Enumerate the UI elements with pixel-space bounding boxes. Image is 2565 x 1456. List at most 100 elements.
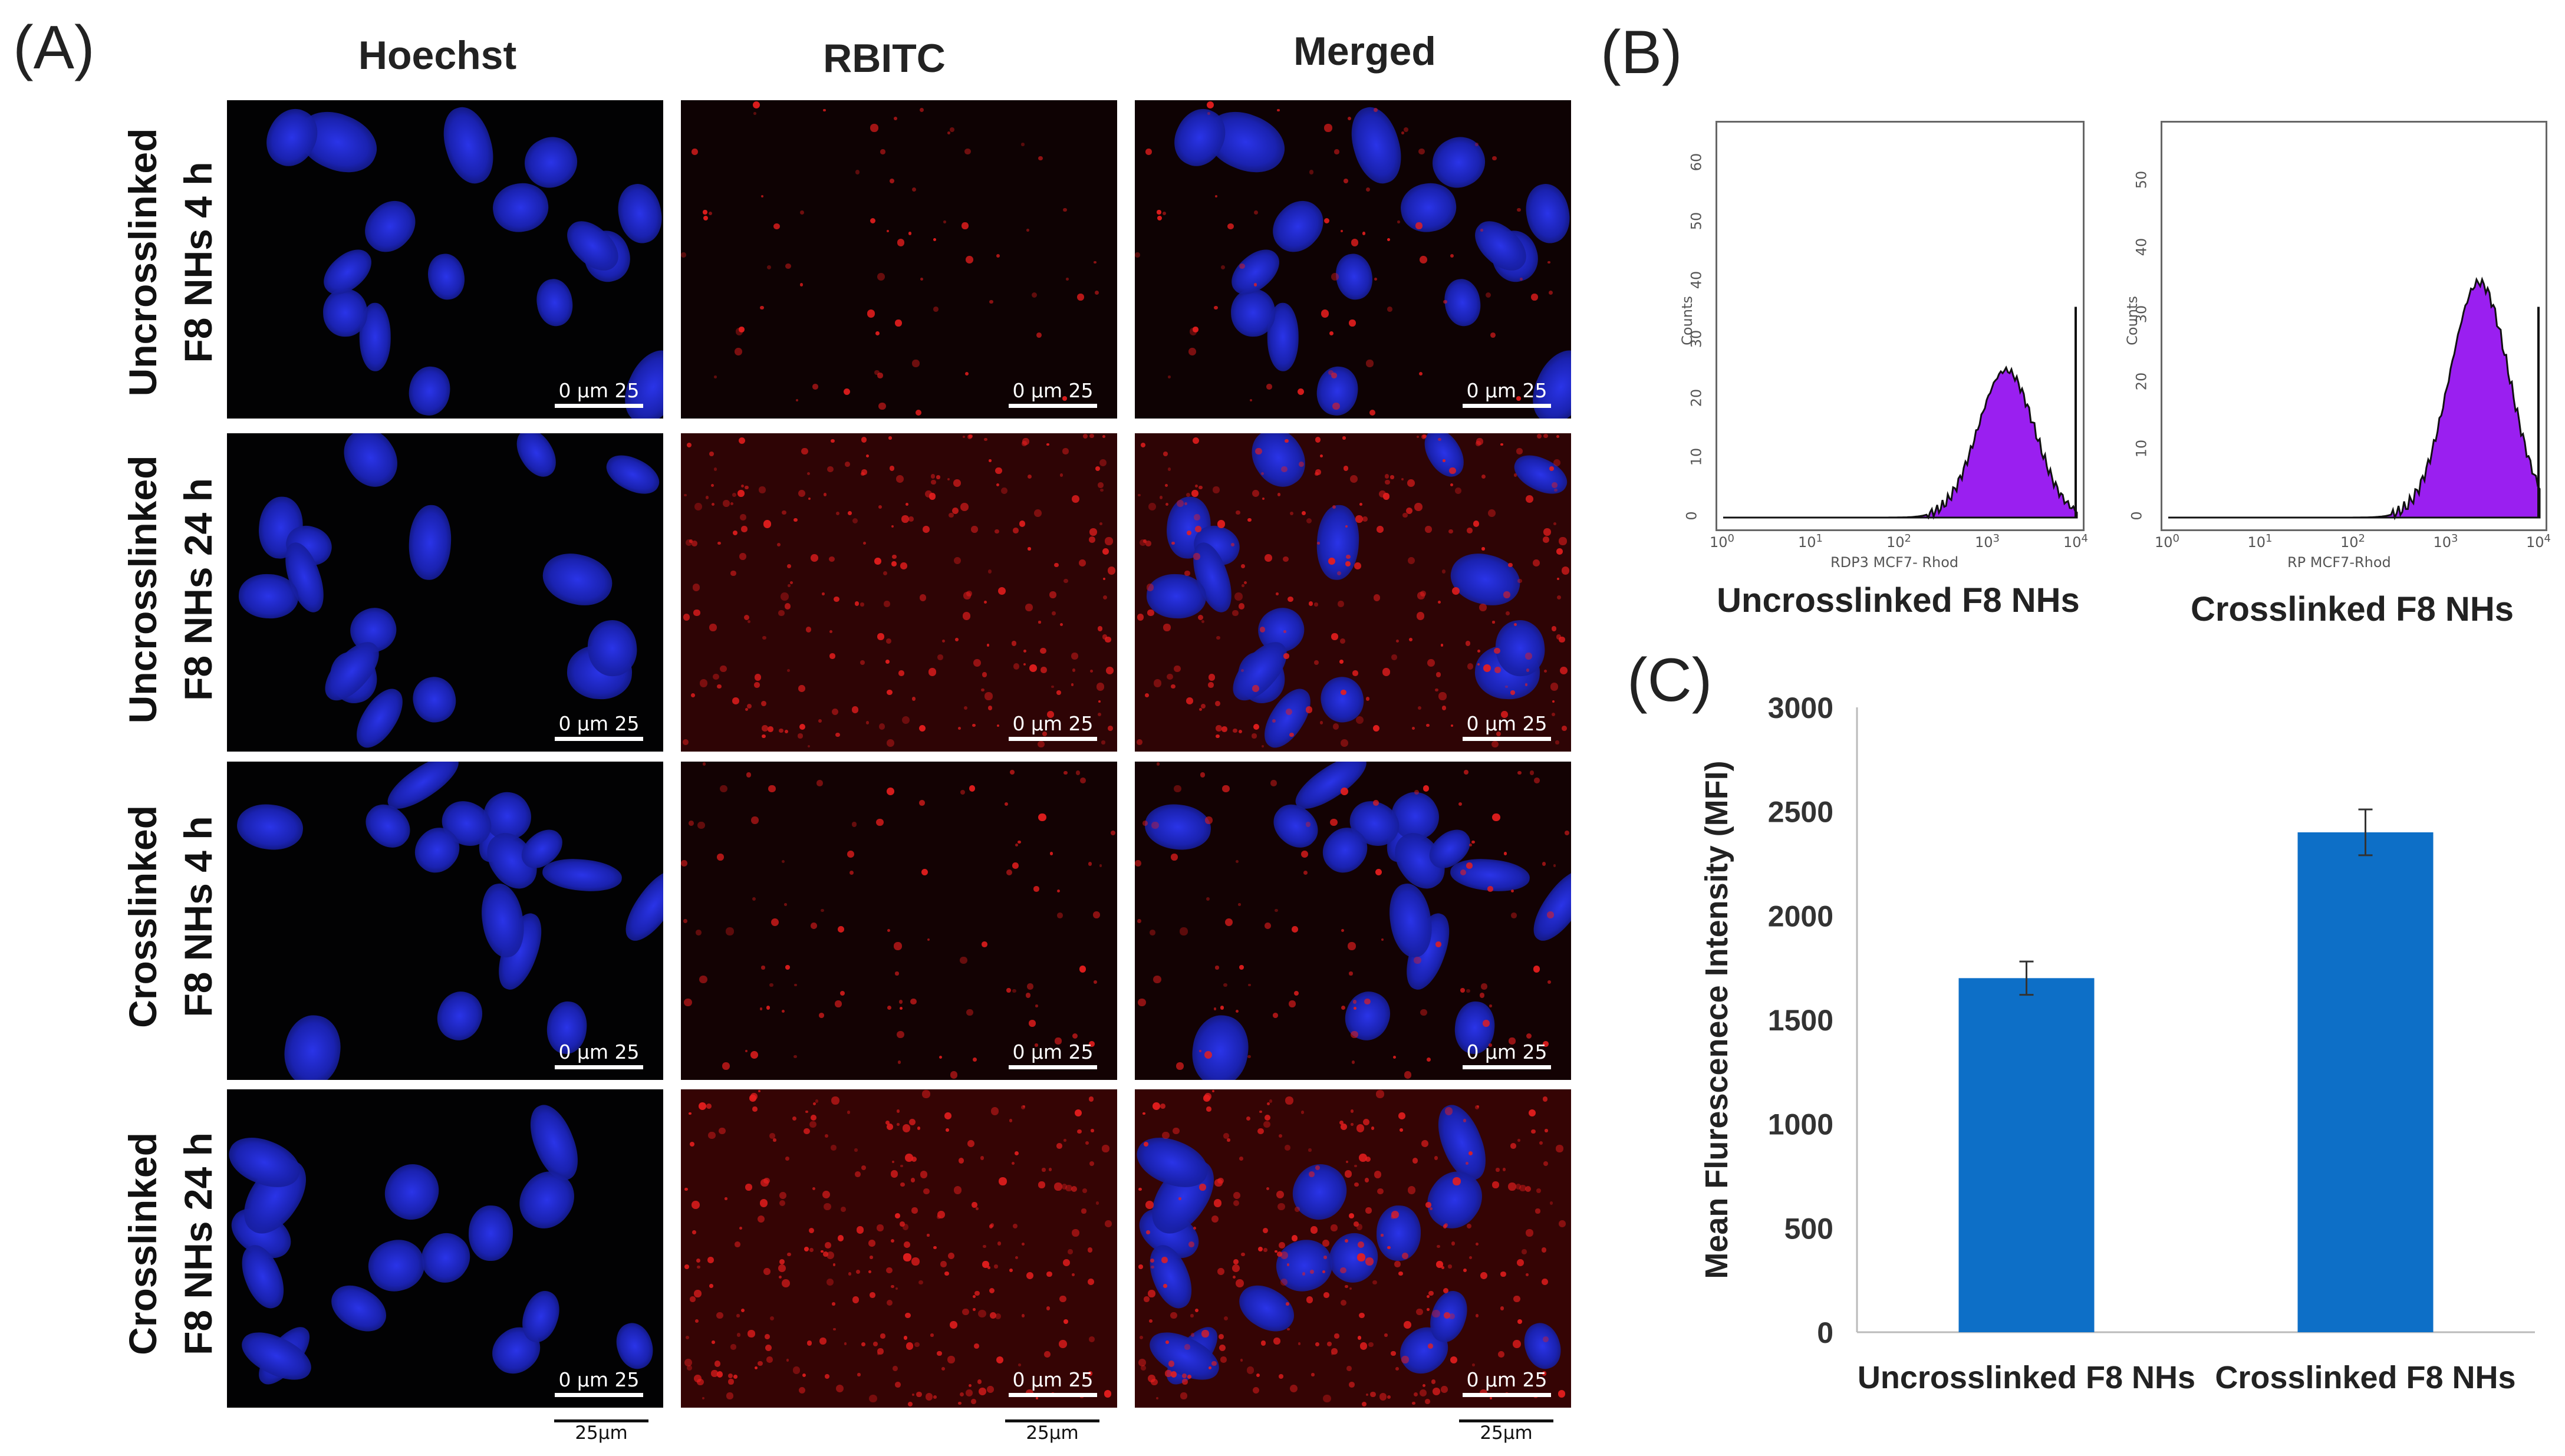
rbitc-spot — [998, 1177, 1007, 1185]
rbitc-spot — [762, 635, 766, 640]
rbitc-spot — [1063, 1319, 1068, 1325]
rbitc-spot — [953, 1186, 962, 1195]
rbitc-spot — [1413, 1392, 1418, 1397]
rbitc-spot — [1071, 495, 1079, 503]
rbitc-spot — [1351, 239, 1359, 247]
rbitc-spot — [1531, 1129, 1536, 1134]
rbitc-spot — [1142, 821, 1148, 826]
rbitc-spot — [1062, 1259, 1070, 1266]
rbitc-spot — [886, 1123, 893, 1130]
rbitc-spot — [1186, 492, 1190, 497]
rbitc-spot — [741, 526, 748, 532]
micrograph-rbitc: 0 µm 25 — [681, 100, 1117, 419]
rbitc-spot — [897, 239, 905, 247]
rbitc-spot — [793, 1055, 797, 1059]
rbitc-spot — [1253, 724, 1260, 730]
rbitc-spot — [1239, 1157, 1243, 1161]
rbitc-spot — [1344, 1170, 1352, 1178]
rbitc-spot — [697, 1378, 704, 1386]
nucleus — [234, 801, 305, 854]
rbitc-spot — [702, 1397, 705, 1400]
rbitc-spot — [972, 723, 976, 727]
micrograph-hoechst: 0 µm 25 — [227, 762, 663, 1080]
rbitc-spot — [1420, 590, 1427, 597]
rbitc-spot — [1186, 697, 1194, 704]
rbitc-spot — [1071, 1185, 1078, 1193]
rbitc-spot — [1450, 253, 1454, 258]
rbitc-spot — [687, 442, 692, 448]
rbitc-spot — [966, 256, 974, 264]
rbitc-spot — [870, 1256, 873, 1259]
rbitc-spot — [1377, 1188, 1384, 1195]
rbitc-spot — [984, 692, 993, 701]
rbitc-spot — [1038, 156, 1043, 160]
rbitc-spot — [1309, 170, 1314, 175]
rbitc-spot — [1553, 522, 1556, 526]
rbitc-spot — [1466, 1162, 1469, 1165]
rbitc-spot — [1072, 668, 1076, 672]
rbitc-spot — [1303, 870, 1308, 875]
rbitc-spot — [1357, 1253, 1365, 1261]
rbitc-spot — [1525, 1273, 1529, 1277]
rbitc-spot — [1227, 1138, 1230, 1142]
rbitc-spot — [1450, 724, 1453, 727]
rbitc-spot — [1543, 528, 1551, 536]
rbitc-spot — [870, 123, 879, 132]
rbitc-spot — [798, 1386, 806, 1394]
rbitc-spot — [854, 601, 860, 606]
rbitc-spot — [1451, 1241, 1456, 1246]
rbitc-spot — [1221, 726, 1227, 732]
scale-line — [1009, 404, 1097, 408]
histogram-ytick: 20 — [2133, 372, 2150, 391]
rbitc-spot — [1027, 983, 1034, 990]
rbitc-spot — [1235, 860, 1239, 864]
rbitc-spot — [708, 1132, 716, 1139]
rbitc-spot — [1038, 621, 1041, 624]
rbitc-spot — [1153, 975, 1162, 984]
rbitc-spot — [1524, 683, 1528, 687]
rbitc-spot — [818, 719, 822, 723]
rbitc-spot — [1232, 610, 1239, 616]
rbitc-spot — [1165, 1340, 1170, 1344]
y-tick-label: 1000 — [1768, 1108, 1833, 1141]
rbitc-spot — [1425, 1202, 1432, 1208]
rbitc-spot — [683, 919, 687, 924]
rbitc-spot — [1207, 101, 1214, 108]
histogram-xtick: 103 — [1975, 532, 2000, 551]
rbitc-spot — [1286, 1263, 1290, 1266]
rbitc-spot — [1434, 1155, 1438, 1160]
rbitc-spot — [843, 388, 851, 396]
rbitc-spot — [709, 624, 717, 631]
rbitc-spot — [1503, 591, 1511, 598]
rbitc-spot — [1414, 789, 1420, 795]
rbitc-spot — [804, 1246, 809, 1251]
rbitc-spot — [1188, 348, 1197, 356]
rbitc-spot — [1427, 658, 1435, 667]
rbitc-spot — [1208, 681, 1214, 688]
rbitc-spot — [852, 518, 858, 524]
y-tick-label: 500 — [1784, 1212, 1833, 1245]
rbitc-spot — [884, 600, 890, 607]
nucleus — [430, 984, 489, 1046]
rbitc-spot — [1347, 116, 1352, 121]
rbitc-spot — [1023, 1105, 1026, 1108]
rbitc-spot — [1216, 724, 1223, 732]
micrograph-rbitc: 0 µm 25 — [681, 433, 1117, 752]
rbitc-spot — [765, 1344, 772, 1352]
histogram-uncrosslinked — [1716, 121, 2085, 531]
rbitc-spot — [1351, 1060, 1355, 1064]
rbitc-spot — [824, 493, 827, 496]
rbitc-spot — [1220, 1006, 1224, 1010]
rbitc-spot — [974, 1290, 980, 1296]
rbitc-spot — [1502, 1167, 1506, 1171]
panel-label-b: (B) — [1601, 18, 1682, 87]
scale-line — [1463, 1065, 1551, 1069]
histogram-ytick: 10 — [1688, 447, 1705, 466]
rbitc-spot — [1467, 663, 1474, 670]
rbitc-spot — [1559, 537, 1567, 545]
rbitc-spot — [1370, 1392, 1376, 1398]
rbitc-spot — [1351, 1030, 1358, 1039]
rbitc-spot — [1246, 1366, 1254, 1374]
rbitc-spot — [1240, 1359, 1243, 1362]
rbitc-spot — [997, 587, 1006, 595]
